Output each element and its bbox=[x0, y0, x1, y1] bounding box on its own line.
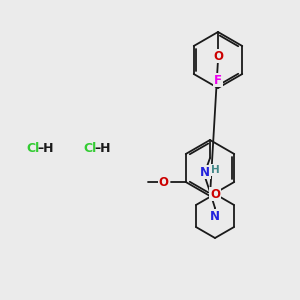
Text: O: O bbox=[210, 188, 220, 200]
Text: Cl: Cl bbox=[83, 142, 97, 154]
Text: F: F bbox=[214, 74, 222, 86]
Text: N: N bbox=[200, 166, 210, 178]
Text: O: O bbox=[213, 50, 223, 62]
Text: –H: –H bbox=[95, 142, 111, 154]
Text: N: N bbox=[210, 209, 220, 223]
Text: O: O bbox=[159, 176, 169, 188]
Text: H: H bbox=[211, 165, 219, 175]
Text: –H: –H bbox=[38, 142, 54, 154]
Text: Cl: Cl bbox=[26, 142, 40, 154]
